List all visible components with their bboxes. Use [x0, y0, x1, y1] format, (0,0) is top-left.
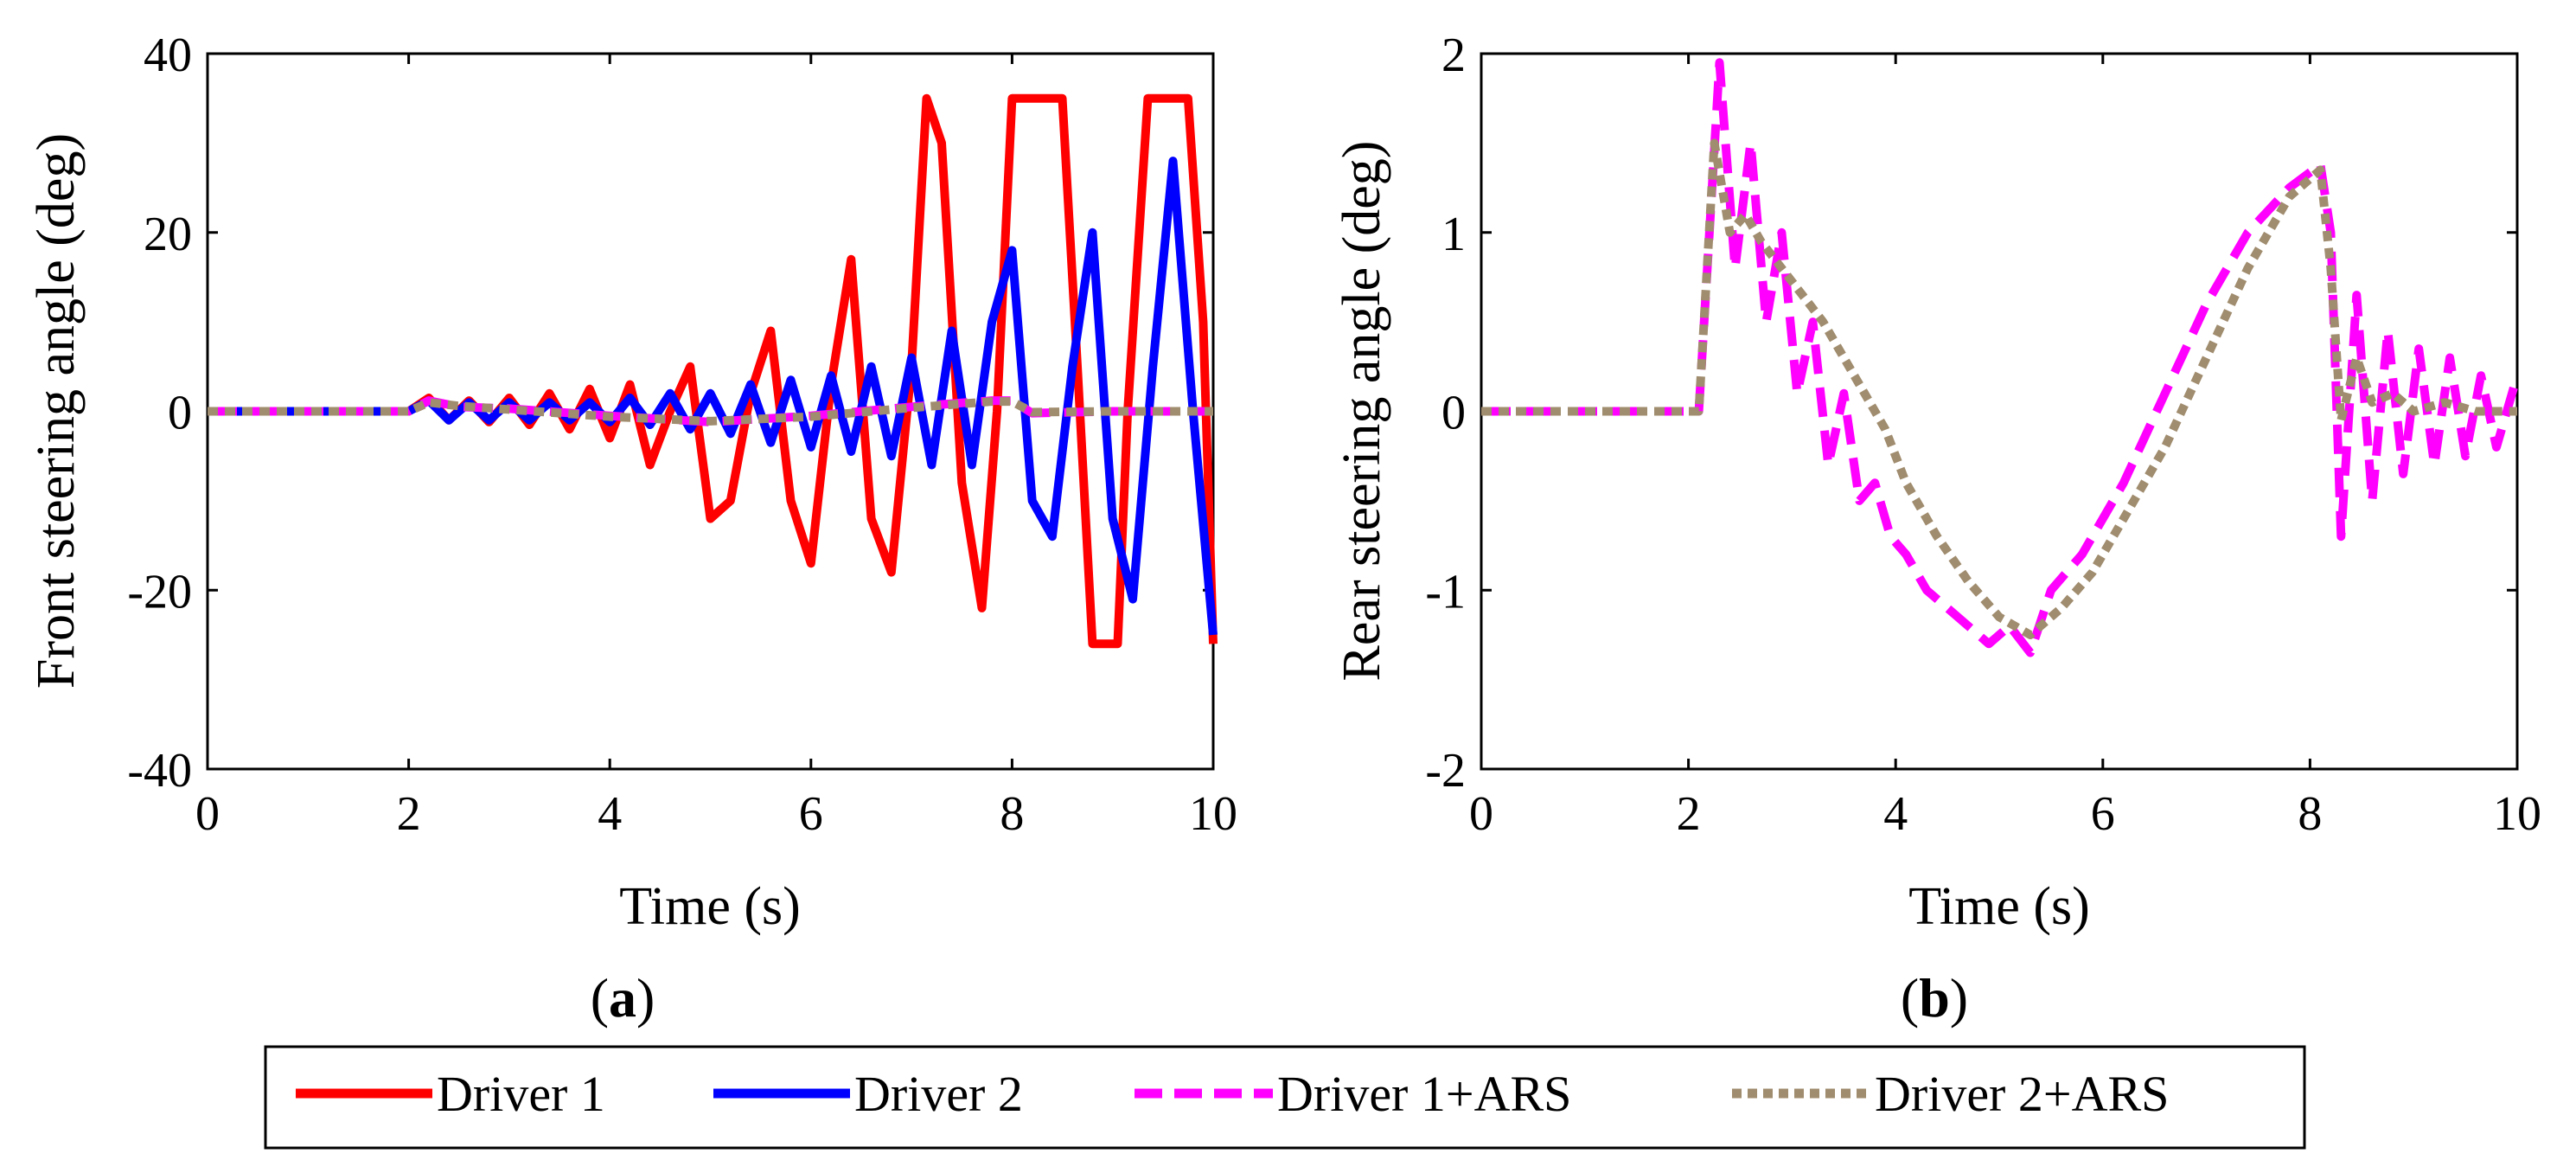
- x-tick-label: 0: [195, 787, 220, 841]
- legend-item-driver-1: Driver 1: [296, 1066, 605, 1122]
- legend: Driver 1 Driver 2 Driver 1+ARS Driver 2+…: [264, 1045, 2306, 1150]
- x-tick-label: 6: [799, 787, 823, 841]
- y-tick-label: 1: [1441, 208, 1466, 261]
- x-tick-label: 2: [1677, 787, 1701, 841]
- legend-label-driver-1: Driver 1: [437, 1066, 605, 1122]
- axis-ticks-a: 0 2 4 6 8 10 40 20 0 -20 -40: [127, 29, 1237, 841]
- y-tick-label: 0: [1441, 387, 1466, 440]
- x-tick-label: 0: [1469, 787, 1493, 841]
- y-tick-label: 40: [144, 29, 192, 82]
- series-line-driver-1-ars: [1481, 58, 2522, 657]
- y-axis-label-a: Front steering angle (deg): [27, 133, 86, 689]
- x-tick-label: 4: [1883, 787, 1908, 841]
- legend-label-driver-2: Driver 2: [854, 1066, 1023, 1122]
- series-line-driver-2-ars: [1481, 138, 2517, 639]
- x-tick-label: 10: [2493, 787, 2541, 841]
- x-tick-label: 6: [2091, 787, 2115, 841]
- panel-label-b: (b): [1901, 967, 1968, 1029]
- series-line-driver-2-ars: [208, 397, 1213, 426]
- series-lines-b: [1481, 58, 2522, 657]
- x-axis-label-a: Time (s): [619, 877, 801, 936]
- y-tick-label: -20: [127, 565, 192, 619]
- y-tick-label: -2: [1425, 744, 1466, 798]
- legend-item-driver-1-ars: Driver 1+ARS: [1135, 1066, 1571, 1122]
- y-tick-label: 0: [168, 387, 192, 440]
- y-tick-label: -1: [1425, 565, 1466, 619]
- x-axis-label-b: Time (s): [1908, 877, 2090, 936]
- x-tick-label: 10: [1189, 787, 1237, 841]
- series-lines-a: [208, 93, 1218, 649]
- x-tick-label: 8: [1000, 787, 1024, 841]
- x-tick-label: 4: [598, 787, 622, 841]
- x-tick-label: 8: [2298, 787, 2322, 841]
- chart-panel-a: 0 2 4 6 8 10 40 20 0 -20 -40 Time (s) Front steeri…: [27, 29, 1237, 1029]
- x-tick-label: 2: [397, 787, 421, 841]
- y-tick-label: -40: [127, 744, 192, 798]
- y-tick-label: 2: [1441, 29, 1466, 82]
- legend-item-driver-2-ars: Driver 2+ARS: [1732, 1066, 2169, 1122]
- legend-box: [264, 1045, 2306, 1150]
- y-tick-label: 20: [144, 208, 192, 261]
- legend-label-driver-1-ars: Driver 1+ARS: [1277, 1066, 1571, 1122]
- panel-label-a: (a): [591, 967, 655, 1029]
- legend-label-driver-2-ars: Driver 2+ARS: [1875, 1066, 2169, 1122]
- legend-item-driver-2: Driver 2: [713, 1066, 1023, 1122]
- y-axis-label-b: Rear steering angle (deg): [1333, 141, 1391, 682]
